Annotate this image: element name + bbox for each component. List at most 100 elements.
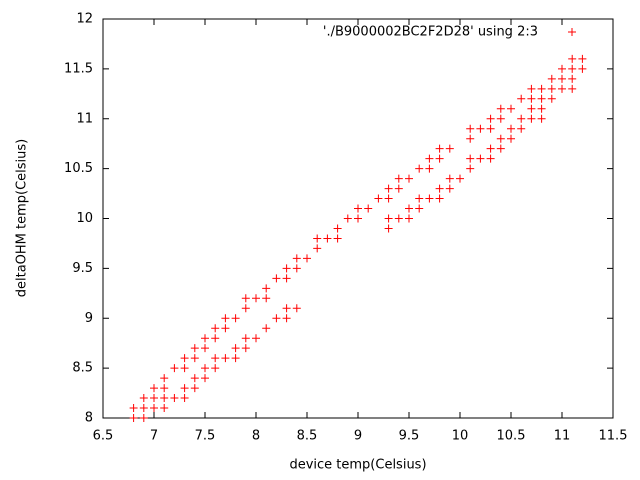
- point: [190, 384, 199, 393]
- point: [568, 64, 577, 73]
- point: [476, 124, 485, 133]
- point: [456, 174, 464, 183]
- point: [262, 284, 271, 293]
- x-tick-label: 10: [452, 429, 469, 444]
- point: [466, 154, 475, 163]
- y-tick-label: 10.5: [64, 161, 93, 176]
- point: [313, 244, 322, 253]
- point: [517, 94, 526, 103]
- point: [333, 234, 342, 243]
- point: [476, 154, 485, 163]
- y-tick-label: 12: [76, 12, 93, 27]
- point: [150, 384, 158, 393]
- point: [547, 84, 556, 93]
- point: [537, 94, 546, 103]
- point: [364, 204, 373, 213]
- point: [425, 164, 434, 173]
- point: [537, 104, 546, 113]
- point: [394, 184, 403, 193]
- point: [384, 214, 393, 223]
- x-axis-label: device temp(Celsius): [289, 458, 426, 473]
- y-tick-label: 8: [85, 411, 93, 426]
- point: [241, 334, 250, 343]
- point: [547, 74, 556, 83]
- point: [425, 194, 434, 203]
- point: [517, 114, 526, 123]
- point: [221, 324, 230, 333]
- point: [180, 354, 189, 363]
- point: [139, 414, 148, 422]
- point: [211, 324, 220, 333]
- point: [160, 384, 169, 393]
- point: [537, 114, 546, 123]
- point: [241, 344, 250, 353]
- point: [486, 144, 495, 153]
- point: [190, 354, 199, 363]
- point: [160, 374, 169, 383]
- point: [496, 134, 505, 143]
- point: [568, 74, 577, 83]
- x-tick-label: 7: [150, 429, 158, 444]
- point: [241, 294, 250, 303]
- point: [292, 254, 301, 263]
- point: [435, 154, 444, 163]
- point: [282, 314, 291, 323]
- point: [201, 364, 209, 373]
- point: [150, 394, 158, 403]
- point: [211, 364, 220, 373]
- point: [527, 94, 536, 103]
- x-tick-label: 6.5: [93, 429, 114, 444]
- point: [292, 304, 301, 313]
- y-tick-label: 11: [76, 111, 93, 126]
- point: [415, 164, 424, 173]
- point: [527, 114, 536, 123]
- point: [384, 184, 393, 193]
- point: [496, 144, 505, 153]
- point: [527, 104, 536, 113]
- point: [578, 54, 587, 63]
- point: [180, 384, 189, 393]
- point: [201, 344, 209, 353]
- point: [180, 364, 189, 373]
- point: [537, 84, 546, 93]
- point: [211, 334, 220, 343]
- point: [394, 214, 403, 223]
- x-tick-label: 10.5: [497, 429, 526, 444]
- point: [445, 184, 454, 193]
- point: [558, 74, 566, 83]
- point: [282, 304, 291, 313]
- point: [190, 344, 199, 353]
- x-tick-label: 11: [554, 429, 571, 444]
- point: [507, 134, 515, 143]
- point: [547, 94, 556, 103]
- point: [282, 264, 291, 273]
- point: [507, 104, 515, 113]
- point: [394, 174, 403, 183]
- point: [313, 234, 322, 243]
- point: [150, 404, 158, 413]
- point: [486, 114, 495, 123]
- point: [190, 374, 199, 383]
- point: [170, 394, 179, 403]
- point: [262, 324, 271, 333]
- point: [252, 334, 260, 343]
- point: [466, 134, 475, 143]
- point: [129, 404, 138, 413]
- point: [415, 204, 424, 213]
- point: [415, 194, 424, 203]
- y-tick-label: 9.5: [72, 261, 93, 276]
- point: [211, 354, 220, 363]
- x-tick-label: 8.5: [297, 429, 318, 444]
- point: [303, 254, 311, 263]
- y-tick-label: 8.5: [72, 361, 93, 376]
- point: [180, 394, 189, 403]
- point: [221, 354, 230, 363]
- point: [405, 214, 413, 223]
- point: [343, 214, 352, 223]
- point: [466, 124, 475, 133]
- x-tick-label: 9: [354, 429, 362, 444]
- point: [507, 124, 515, 133]
- point: [201, 374, 209, 383]
- legend-marker: [568, 28, 576, 36]
- point: [384, 194, 393, 203]
